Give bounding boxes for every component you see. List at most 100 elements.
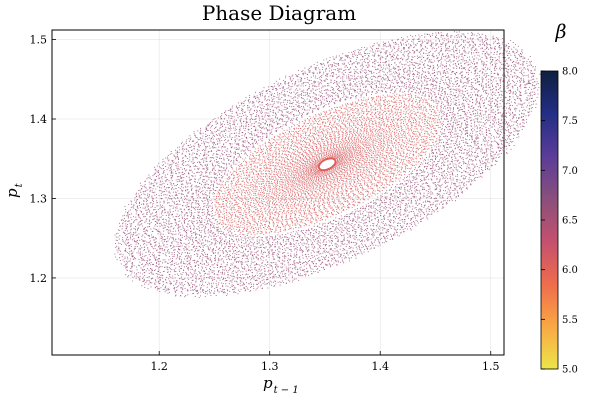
orbit-point (336, 142, 337, 143)
orbit-point (359, 125, 360, 126)
orbit-point (274, 212, 275, 213)
orbit-point (232, 212, 233, 213)
orbit-point (340, 178, 341, 179)
orbit-point (394, 108, 395, 109)
orbit-point (403, 117, 404, 118)
orbit-point (315, 164, 316, 165)
orbit-point (253, 219, 254, 220)
orbit-point (303, 144, 304, 145)
orbit-point (293, 201, 294, 202)
orbit-point (275, 185, 276, 186)
orbit-point (268, 185, 269, 186)
orbit-point (355, 105, 356, 106)
orbit-point (309, 125, 310, 126)
orbit-point (337, 151, 338, 152)
orbit-point (425, 131, 426, 132)
orbit-point (315, 188, 316, 189)
orbit-point (323, 186, 324, 187)
orbit-point (346, 195, 347, 196)
orbit-point (261, 152, 262, 153)
orbit-point (237, 177, 238, 178)
orbit-point (272, 176, 273, 177)
orbit-point (262, 212, 263, 213)
orbit-point (411, 130, 412, 131)
orbit-point (359, 114, 360, 115)
orbit-point (281, 163, 282, 164)
orbit-point (324, 183, 325, 184)
orbit-point (290, 199, 291, 200)
orbit-point (262, 181, 263, 182)
orbit-point (327, 128, 328, 129)
orbit-point (312, 198, 313, 199)
orbit-point (292, 197, 293, 198)
orbit-point (243, 220, 244, 221)
orbit-point (396, 125, 397, 126)
orbit-point (352, 136, 353, 137)
orbit-point (244, 165, 245, 166)
orbit-point (358, 127, 359, 128)
orbit-point (287, 161, 288, 162)
orbit-point (367, 150, 368, 151)
orbit-point (327, 174, 328, 175)
orbit-point (341, 163, 342, 164)
orbit-point (308, 182, 309, 183)
orbit-point (358, 141, 359, 142)
orbit-point (284, 139, 285, 140)
orbit-point (346, 170, 347, 171)
orbit-point (412, 107, 413, 108)
orbit-point (291, 159, 292, 160)
orbit-point (322, 212, 323, 213)
orbit-point (367, 138, 368, 139)
orbit-point (419, 107, 420, 108)
orbit-point (234, 207, 235, 208)
orbit-point (272, 213, 273, 214)
orbit-point (387, 161, 388, 162)
orbit-point (388, 121, 389, 122)
orbit-point (374, 140, 375, 141)
orbit-point (341, 180, 342, 181)
orbit-point (344, 142, 345, 143)
orbit-point (356, 168, 357, 169)
orbit-point (393, 102, 394, 103)
orbit-point (391, 169, 392, 170)
orbit-point (304, 193, 305, 194)
orbit-point (374, 183, 375, 184)
orbit-point (295, 203, 296, 204)
orbit-point (269, 161, 270, 162)
orbit-point (358, 109, 359, 110)
orbit-point (397, 123, 398, 124)
orbit-point (414, 128, 415, 129)
orbit-point (363, 111, 364, 112)
orbit-point (307, 210, 308, 211)
orbit-point (298, 142, 299, 143)
orbit-point (282, 159, 283, 160)
orbit-point (259, 175, 260, 176)
orbit-point (339, 155, 340, 156)
orbit-point (388, 165, 389, 166)
orbit-point (232, 224, 233, 225)
orbit-point (252, 177, 253, 178)
orbit-point (357, 155, 358, 156)
orbit-point (261, 186, 262, 187)
orbit-point (312, 177, 313, 178)
orbit-point (325, 172, 326, 173)
orbit-point (279, 166, 280, 167)
orbit-point (379, 181, 380, 182)
orbit-point (360, 160, 361, 161)
orbit-point (413, 109, 414, 110)
orbit-point (351, 166, 352, 167)
orbit-point (314, 156, 315, 157)
orbit-point (316, 157, 317, 158)
orbit-point (408, 128, 409, 129)
orbit-point (357, 145, 358, 146)
orbit-point (237, 189, 238, 190)
orbit-point (403, 145, 404, 146)
orbit-point (323, 145, 324, 146)
orbit-point (347, 134, 348, 135)
orbit-point (286, 180, 287, 181)
orbit-point (261, 196, 262, 197)
orbit-point (321, 193, 322, 194)
orbit-point (315, 143, 316, 144)
orbit-point (292, 184, 293, 185)
orbit-point (316, 150, 317, 151)
